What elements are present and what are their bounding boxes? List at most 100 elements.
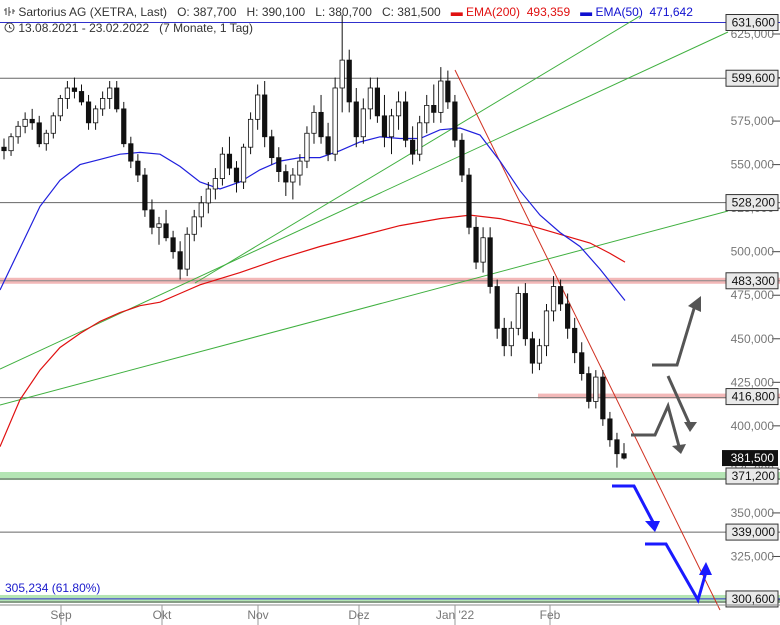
date-range: 13.08.2021 - 23.02.2022 [18,21,150,35]
candle-body-39 [276,157,282,172]
candle-body-42 [297,160,303,176]
candle-body-20 [142,174,148,211]
support-band-5 [0,472,780,481]
candle-53 [374,77,381,123]
fib-label: 305,234 (61.80%) [5,581,100,595]
candle-56 [395,91,402,130]
candle-body-81 [572,327,578,354]
x-tick-label-4: Jan '22 [436,608,475,622]
candle-23 [163,209,169,242]
candle-67 [473,216,479,270]
candle-body-71 [501,327,507,347]
candle-29 [205,182,211,214]
candle-85 [600,370,606,426]
instrument-name: Sartorius AG (XETRA, Last) [18,5,168,19]
high-value: H: 390,100 [246,5,306,19]
candle-78 [550,276,557,322]
y-tick-label-7: 475,000 [731,288,775,302]
candle-body-5 [36,122,42,145]
level-label-box-4 [725,388,779,406]
level-label-7: 300,600 [725,590,779,608]
candle-58 [410,126,416,165]
candle-body-34 [240,146,247,183]
candle-body-77 [543,310,550,347]
candle-24 [170,230,176,259]
candle-body-87 [614,439,620,455]
candle-body-62 [438,80,444,113]
gray-scenario-up [652,301,698,367]
candle-0 [1,138,7,160]
candle-body-82 [579,352,585,375]
candle-13 [92,105,99,130]
candle-body-0 [1,146,7,152]
horizontal-levels [0,22,780,603]
candle-42 [297,154,303,186]
candle-body-29 [205,188,211,204]
level-label-box-3 [725,272,779,290]
candle-body-73 [515,293,521,329]
candle-79 [557,279,564,311]
low-value: L: 380,700 [315,5,372,19]
candle-body-46 [325,136,331,155]
candle-body-43 [304,132,310,162]
uptrend-line-1 [0,210,729,406]
level-label-box-1 [725,69,779,87]
candle-87 [614,432,620,468]
candle-body-19 [135,160,141,176]
level-label-box-7 [725,590,779,608]
candle-body-59 [417,122,423,155]
candle-84 [593,370,599,409]
blue-scenario-2 [645,542,708,604]
level-label-5: 371,200 [725,467,779,485]
candle-16 [114,81,120,113]
candle-8 [57,94,63,122]
y-tick-label-2: 350,000 [731,506,775,520]
gray-scenario-mid [631,401,682,451]
scenario-arrows [612,296,712,604]
candle-54 [381,94,388,148]
candle-body-72 [508,327,514,347]
candle-35 [247,112,254,155]
x-tick-label-3: Dez [348,608,369,622]
ema200-line [0,214,626,447]
candle-47 [332,77,338,162]
candle-48 [339,14,345,113]
candle-body-32 [226,153,233,169]
y-tick-label-1: 325,000 [731,549,775,563]
candle-body-61 [431,105,437,113]
candle-6 [43,129,49,151]
candle-49 [346,49,352,113]
support-resistance-bands [0,277,780,603]
x-tick-label-1: Okt [153,608,172,622]
candle-body-58 [410,139,416,155]
candle-body-65 [459,139,465,176]
candle-59 [417,115,423,162]
candle-52 [367,77,373,120]
candle-32 [226,136,233,176]
candle-body-7 [50,115,56,134]
candle-11 [78,84,85,106]
candle-51 [360,98,366,144]
candle-body-8 [57,98,63,117]
candle-body-40 [283,171,289,183]
candle-33 [233,161,240,193]
clock-icon [4,22,15,33]
candle-12 [85,94,92,130]
candle-38 [269,129,275,165]
candle-18 [128,136,134,169]
price-axis: 300,000325,000350,000375,000400,000425,0… [731,27,780,607]
level-label-text-6: 339,000 [732,525,776,539]
candle-body-51 [360,108,366,138]
candle-body-27 [191,216,197,235]
candle-body-57 [402,101,409,141]
candle-14 [100,91,106,116]
candle-body-75 [529,338,536,364]
uptrend-line-2 [0,31,729,370]
candle-body-1 [8,136,14,152]
level-label-text-3: 483,300 [732,274,776,288]
level-label-text-2: 528,200 [732,196,776,210]
last-price-label: 381,500 [722,450,778,467]
resistance-band-4 [538,393,780,399]
candle-body-85 [600,376,606,420]
